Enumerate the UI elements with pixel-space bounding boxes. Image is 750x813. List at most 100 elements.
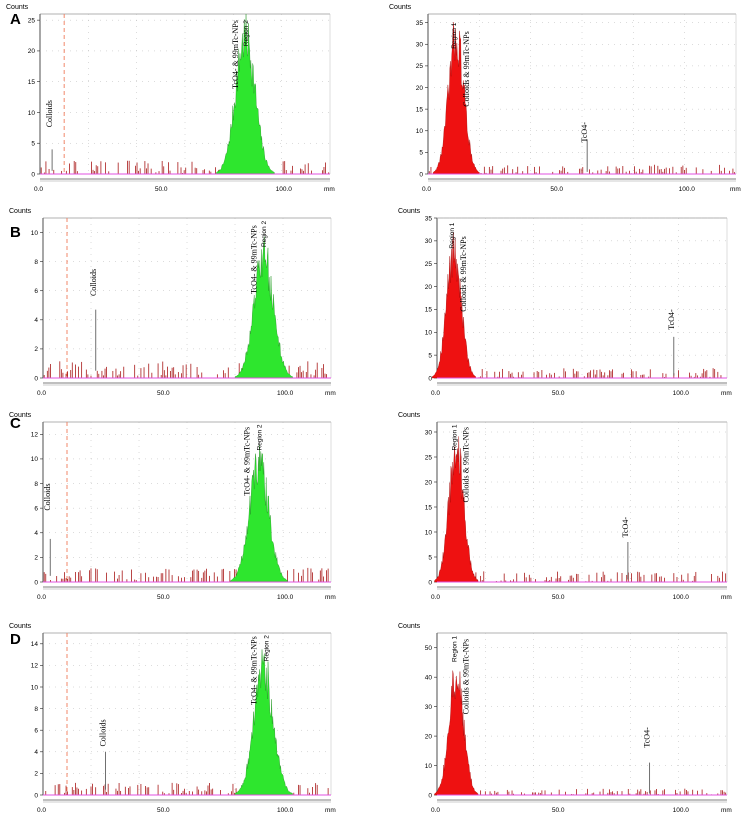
y-tick-label: 5	[428, 554, 432, 561]
y-tick-label: 10	[425, 330, 433, 337]
row-label-c: C	[10, 415, 21, 432]
region-label: Region 2	[264, 635, 271, 661]
chart-d-left: Counts 0 2 4 6 8 10 12 14 0.0 50.0 100.0 mm Colloids T…	[9, 623, 336, 813]
y-tick-label: 5	[31, 141, 35, 148]
x-tick-label: 100.0	[673, 807, 690, 813]
y-tick-label: 10	[28, 110, 36, 117]
y-tick-label: 0	[428, 792, 432, 799]
x-tick-label: 50.0	[155, 186, 168, 193]
y-axis-title: Counts	[9, 623, 32, 630]
y-tick-label: 15	[425, 504, 433, 511]
x-tick-label: 0.0	[37, 594, 46, 601]
y-tick-label: 35	[416, 20, 424, 27]
y-tick-label: 0	[34, 579, 38, 586]
y-tick-label: 10	[31, 230, 39, 237]
x-tick-label: 50.0	[157, 390, 170, 397]
y-axis-title: Counts	[398, 412, 421, 419]
y-tick-label: 10	[416, 128, 424, 135]
pertechnetate-label: TcO4-	[667, 309, 676, 330]
y-tick-label: 25	[425, 261, 433, 268]
x-tick-label: 100.0	[277, 390, 294, 397]
chart-b-right: Counts 0 5 10 15 20 25 30 35 0.0 50.0 100.0 mm Colloi…	[398, 208, 732, 397]
y-axis-title: Counts	[9, 412, 32, 419]
colloids-label: Colloids & 99mTc-NPs	[462, 31, 471, 106]
x-tick-label: 50.0	[552, 807, 565, 813]
x-unit-label: mm	[325, 390, 336, 397]
x-unit-label: mm	[324, 186, 335, 193]
colloids-label: Colloids & 99mTc-NPs	[461, 639, 470, 714]
colloids-label: Colloids & 99mTc-NPs	[459, 236, 468, 311]
x-tick-label: 50.0	[157, 807, 170, 813]
x-tick-label: 0.0	[422, 186, 431, 193]
y-tick-label: 2	[34, 771, 38, 778]
y-tick-label: 6	[34, 288, 38, 295]
y-tick-label: 2	[34, 555, 38, 562]
colloids-label: Colloids	[98, 719, 107, 746]
x-tick-label: 100.0	[276, 186, 293, 193]
x-tick-label: 0.0	[431, 807, 440, 813]
y-tick-label: 15	[416, 106, 424, 113]
y-axis-title: Counts	[398, 208, 421, 215]
noise-bars	[437, 368, 722, 378]
y-axis-title: Counts	[6, 4, 29, 11]
y-axis-title: Counts	[398, 623, 421, 630]
y-tick-label: 8	[34, 259, 38, 266]
pertechnetate-label: TcO4-	[580, 122, 589, 143]
region-label: Region 1	[449, 222, 456, 248]
colloids-label: Colloids & 99mTc-NPs	[461, 427, 470, 502]
y-tick-label: 30	[425, 429, 433, 436]
x-tick-label: 0.0	[34, 186, 43, 193]
y-tick-label: 20	[425, 479, 433, 486]
y-tick-label: 6	[34, 728, 38, 735]
y-axis-title: Counts	[9, 208, 32, 215]
y-tick-label: 12	[31, 432, 39, 439]
y-tick-label: 10	[425, 763, 433, 770]
x-tick-label: 100.0	[679, 186, 696, 193]
x-tick-label: 0.0	[37, 807, 46, 813]
y-tick-label: 10	[31, 456, 39, 463]
y-tick-label: 12	[31, 663, 39, 670]
y-tick-label: 0	[428, 579, 432, 586]
x-tick-label: 0.0	[431, 594, 440, 601]
x-unit-label: mm	[721, 594, 732, 601]
colloids-label: Colloids	[43, 484, 52, 511]
y-tick-label: 25	[416, 63, 424, 70]
y-tick-label: 25	[425, 454, 433, 461]
chart-c-right: Counts 0 5 10 15 20 25 30 0.0 50.0 100.0 mm Colloids…	[398, 412, 732, 601]
chart-a-left: Counts 0 5 10 15 20 25 0.0 50.0 100.0 mm Colloids Tc…	[6, 4, 335, 193]
y-tick-label: 15	[28, 79, 36, 86]
x-tick-label: 100.0	[277, 807, 294, 813]
colloids-label: Colloids	[89, 269, 98, 296]
peak-area	[432, 22, 480, 175]
row-label-b: B	[10, 224, 21, 241]
x-unit-label: mm	[721, 807, 732, 813]
peak-area	[216, 13, 275, 175]
x-tick-label: 100.0	[673, 390, 690, 397]
chart-c-left: Counts 0 2 4 6 8 10 12 0.0 50.0 100.0 mm Colloids TcO…	[9, 412, 336, 601]
y-tick-label: 8	[34, 706, 38, 713]
noise-bars	[439, 788, 727, 795]
y-tick-label: 5	[428, 352, 432, 359]
pertechnetate-label: TcO4-	[621, 517, 630, 538]
region-label: Region 1	[451, 636, 458, 662]
x-unit-label: mm	[325, 807, 336, 813]
region-label: Region 2	[243, 20, 250, 46]
y-tick-label: 35	[425, 215, 433, 222]
y-tick-label: 4	[34, 749, 38, 756]
x-tick-label: 50.0	[552, 390, 565, 397]
x-tick-label: 100.0	[673, 594, 690, 601]
x-unit-label: mm	[325, 594, 336, 601]
x-tick-label: 0.0	[431, 390, 440, 397]
y-tick-label: 4	[34, 530, 38, 537]
y-tick-label: 0	[34, 375, 38, 382]
peak-area	[234, 236, 293, 379]
region-label: Region 2	[256, 424, 263, 450]
y-tick-label: 30	[425, 238, 433, 245]
peak-area	[431, 232, 476, 379]
chart-d-right: Counts 0 10 20 30 40 50 0.0 50.0 100.0 mm Colloids …	[398, 623, 732, 813]
row-label-a: A	[10, 11, 21, 28]
y-tick-label: 20	[425, 733, 433, 740]
row-label-d: D	[10, 631, 21, 648]
